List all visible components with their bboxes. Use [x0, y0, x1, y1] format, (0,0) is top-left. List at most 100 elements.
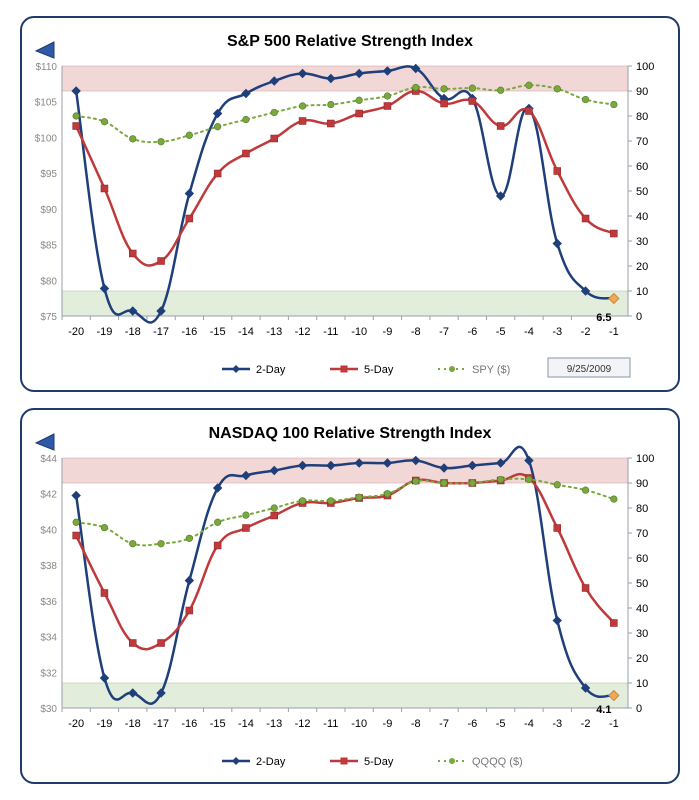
data-point-dot — [468, 479, 476, 487]
legend-label: 5-Day — [364, 756, 394, 768]
x-axis-tick-label: -17 — [153, 718, 169, 730]
data-point-dot — [157, 540, 165, 548]
data-point-dot — [270, 108, 278, 117]
nasdaq100-chart: NASDAQ 100 Relative Strength Index $30 $32… — [34, 425, 654, 768]
data-point-diamond — [354, 458, 364, 468]
right-axis-tick-label: 90 — [636, 478, 648, 490]
data-point-diamond — [552, 238, 562, 249]
data-point-square — [72, 122, 80, 130]
data-point-dot — [355, 493, 363, 501]
data-point-diamond — [580, 286, 591, 296]
right-axis-tick-label: 20 — [636, 261, 648, 273]
x-axis-tick-label: -9 — [383, 718, 393, 730]
data-point-square — [72, 531, 80, 540]
data-point-diamond — [382, 458, 393, 468]
data-point-dot — [242, 115, 250, 124]
x-axis-tick-label: -16 — [181, 326, 197, 338]
right-axis-tick-label: 0 — [636, 311, 642, 323]
data-point-dot — [468, 84, 476, 92]
data-point-square — [496, 122, 505, 130]
x-axis-tick-label: -15 — [210, 326, 226, 338]
right-axis-tick-label: 100 — [636, 61, 654, 73]
x-axis-tick-label: -17 — [153, 326, 169, 338]
data-point-diamond — [241, 88, 251, 99]
series-line — [75, 477, 615, 547]
data-point-diamond — [467, 460, 478, 471]
back-arrow-icon[interactable] — [34, 433, 55, 451]
right-axis-tick-label: 70 — [636, 528, 648, 540]
data-point-square — [213, 541, 222, 550]
series-line — [74, 65, 616, 324]
data-point-square — [129, 639, 137, 647]
right-axis-tick-label: 0 — [636, 703, 642, 715]
x-axis-tick-label: -20 — [68, 326, 84, 338]
data-point-diamond — [580, 683, 591, 693]
x-axis-tick-label: -1 — [609, 718, 619, 730]
left-axis-tick-label: $75 — [40, 312, 57, 323]
x-axis-tick-label: -7 — [439, 718, 449, 730]
left-axis-tick-label: $42 — [40, 490, 57, 501]
data-point-dot — [242, 511, 250, 519]
data-point-dot — [497, 475, 505, 484]
right-axis-tick-label: 10 — [636, 678, 648, 690]
left-axis-tick-label: $100 — [35, 133, 58, 144]
data-point-square — [355, 109, 363, 118]
data-point-square — [129, 249, 137, 258]
series-5-day — [72, 472, 618, 651]
x-axis-tick-label: -3 — [552, 326, 562, 338]
right-axis-tick-label: 20 — [636, 653, 648, 665]
data-point-dot — [327, 497, 335, 505]
legend-marker-dot — [449, 366, 455, 372]
legend-marker-diamond — [232, 757, 240, 765]
data-point-diamond — [269, 76, 279, 86]
legend-label: SPY ($) — [472, 364, 510, 376]
right-axis-tick-label: 40 — [636, 211, 648, 223]
data-point-dot — [100, 524, 109, 532]
data-point-square — [610, 229, 618, 238]
data-point-diamond — [608, 689, 620, 702]
chart-title: NASDAQ 100 Relative Strength Index — [209, 425, 492, 442]
data-point-dot — [185, 534, 193, 542]
data-point-diamond — [297, 68, 308, 79]
x-axis-tick-label: -4 — [524, 718, 534, 730]
right-axis-tick-label: 90 — [636, 86, 648, 98]
data-point-dot — [327, 100, 335, 109]
data-point-diamond — [382, 66, 393, 76]
data-point-dot — [214, 518, 222, 526]
x-axis-tick-label: -18 — [125, 718, 141, 730]
series-line — [74, 89, 616, 267]
data-point-dot — [525, 475, 533, 484]
data-point-dot — [610, 495, 618, 503]
data-point-square — [185, 606, 194, 615]
right-axis-tick-label: 60 — [636, 553, 648, 565]
data-point-diamond — [212, 108, 223, 119]
data-point-square — [213, 169, 222, 178]
data-point-diamond — [156, 688, 166, 698]
data-point-square — [242, 524, 250, 532]
data-point-dot — [185, 131, 193, 139]
right-axis-tick-label: 80 — [636, 111, 648, 123]
series-qqqq — [72, 475, 618, 548]
data-point-dot — [412, 477, 420, 485]
x-axis-tick-label: -12 — [295, 326, 311, 338]
overbought-band — [61, 457, 629, 484]
back-arrow-icon[interactable] — [34, 41, 55, 59]
data-point-diamond — [552, 615, 562, 626]
left-axis-tick-label: $80 — [40, 276, 57, 287]
left-axis-tick-label: $95 — [40, 169, 57, 180]
data-point-diamond — [156, 306, 166, 316]
data-point-dot — [72, 518, 80, 526]
legend-label: 2-Day — [256, 756, 286, 768]
data-point-diamond — [184, 188, 195, 199]
x-axis-tick-label: -11 — [323, 718, 338, 730]
legend-marker-dot — [449, 758, 455, 764]
legend-label: 2-Day — [256, 364, 286, 376]
x-axis-tick-label: -14 — [238, 326, 254, 338]
data-point-diamond — [326, 73, 336, 84]
data-point-dot — [100, 118, 109, 126]
data-point-dot — [610, 100, 618, 109]
x-axis-tick-label: -16 — [181, 718, 197, 730]
left-axis-tick-label: $38 — [40, 561, 57, 572]
data-point-diamond — [71, 490, 81, 501]
x-axis-tick-label: -19 — [96, 326, 112, 338]
